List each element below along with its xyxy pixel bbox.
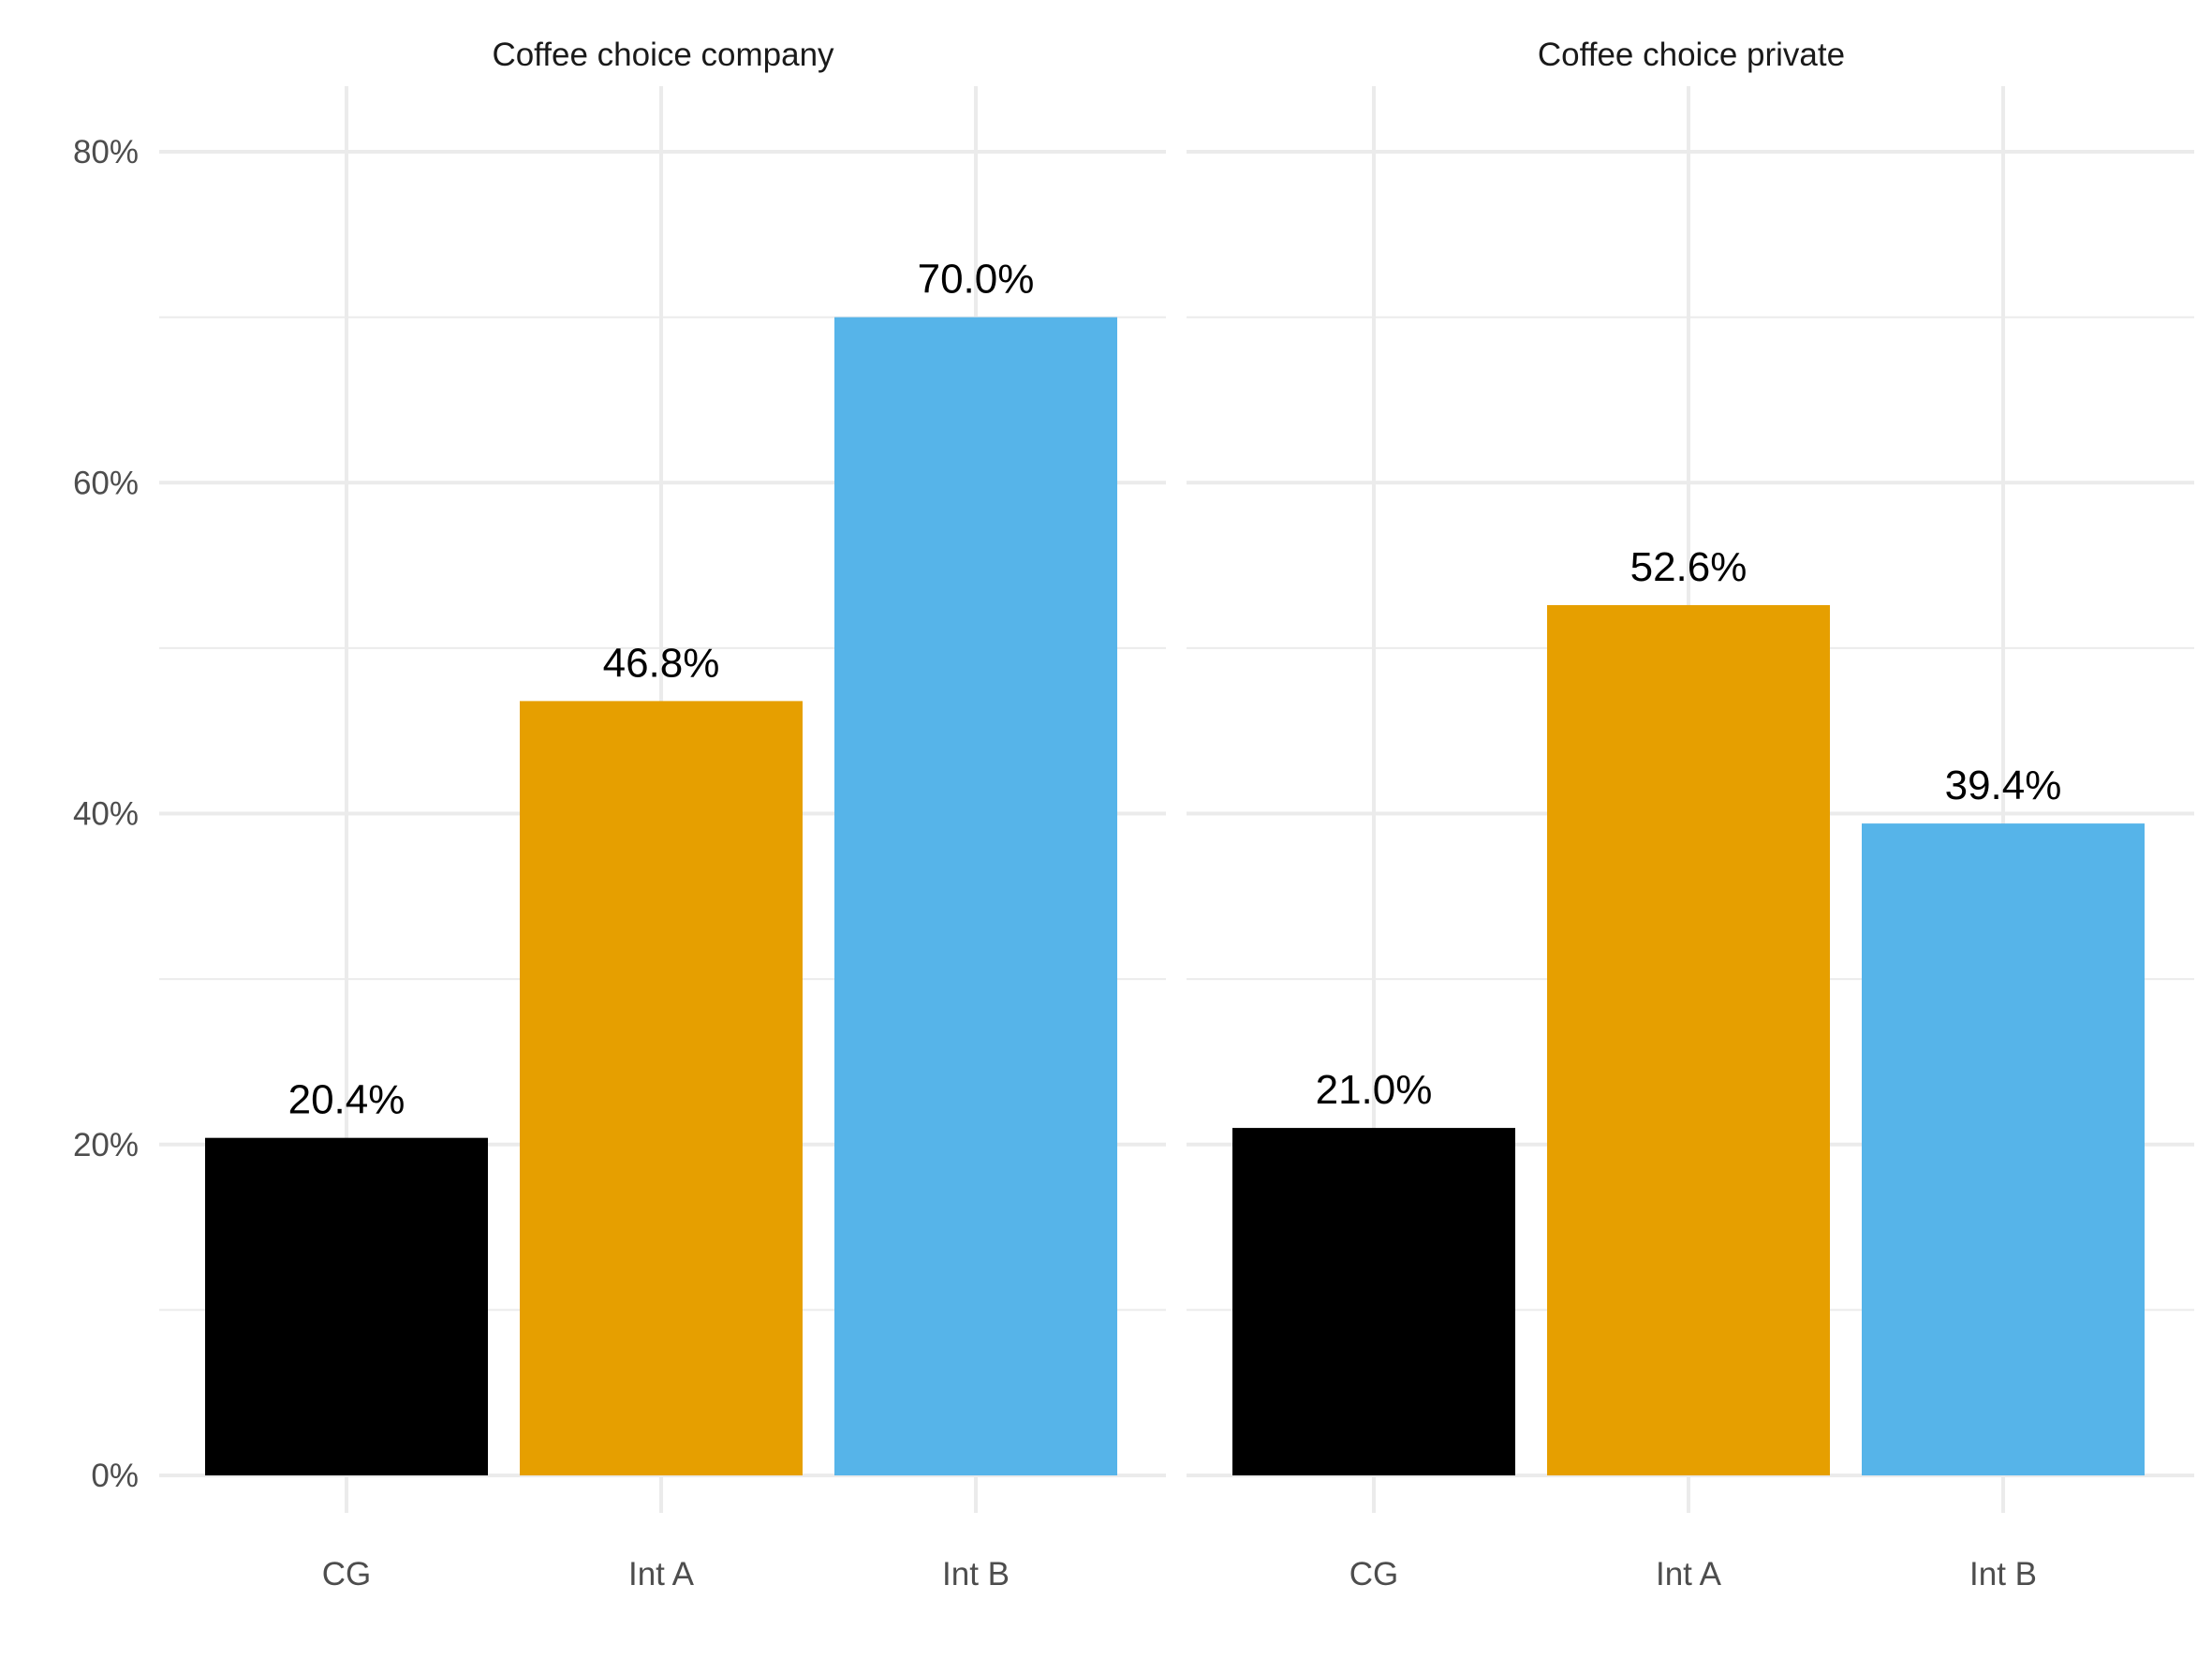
bar-int-b [834,317,1117,1475]
panel-title-company: Coffee choice company [492,37,834,73]
x-tick-label: Int A [628,1556,695,1592]
data-label-int-b: 39.4% [1945,763,2062,808]
panel-coffee-choice-company: Coffee choice company 20.4% CG 46.8% Int A 7… [159,37,1166,1592]
data-label-int-a: 52.6% [1630,544,1747,590]
bar-int-b [1862,823,2145,1475]
data-label-cg: 20.4% [288,1077,406,1123]
x-tick-label: Int B [942,1556,1010,1592]
panel-title-private: Coffee choice private [1538,37,1845,73]
panel-coffee-choice-private: Coffee choice private 21.0% CG 52.6% Int A 3… [1187,37,2194,1592]
x-tick-label: Int B [1969,1556,2037,1592]
y-tick-label: 40% [73,796,139,833]
x-tick-label: CG [322,1556,372,1592]
x-tick-label: CG [1349,1556,1399,1592]
data-label-int-b: 70.0% [918,257,1035,303]
y-tick-label: 0% [91,1458,139,1494]
bar-cg [205,1137,488,1475]
y-tick-label: 60% [73,465,139,501]
x-tick-label: Int A [1656,1556,1722,1592]
bar-cg [1232,1128,1515,1475]
y-tick-label: 20% [73,1127,139,1163]
data-label-cg: 21.0% [1316,1067,1433,1113]
bar-int-a [520,701,803,1475]
bar-int-a [1547,604,1830,1475]
y-axis: 0% 20% 40% 60% 80% [73,134,139,1494]
data-label-int-a: 46.8% [603,640,720,686]
y-tick-label: 80% [73,134,139,170]
